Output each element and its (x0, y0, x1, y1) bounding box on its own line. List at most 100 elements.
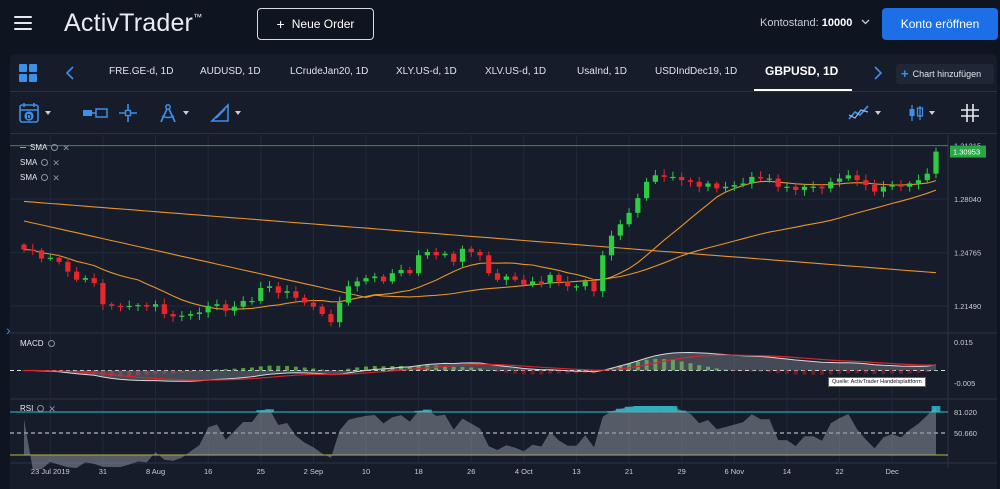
top-bar: ActivTrader™ + Neue Order Kontostand: 10… (0, 0, 1000, 48)
line-style-tool[interactable] (848, 101, 881, 125)
candle-body (530, 281, 536, 285)
sma-slow-line (23, 200, 937, 274)
gear-icon[interactable] (47, 340, 55, 347)
date-tick-label: 4 Oct (515, 467, 534, 476)
close-icon[interactable]: ✕ (52, 157, 60, 168)
tab-xlv[interactable]: XLV.US-d, 1D (485, 66, 547, 77)
candle-body (152, 304, 159, 307)
macd-histogram-bar (627, 363, 632, 371)
macd-histogram-bar (723, 369, 728, 371)
candle-body (915, 180, 922, 184)
chart-tab-bar: FRE.GE-d, 1D AUDUSD, 1D LCrudeJan20, 1D … (10, 54, 997, 92)
candle-body (372, 276, 378, 279)
date-tick-label: 10 (362, 467, 370, 476)
macd-histogram-bar (741, 370, 746, 372)
macd-signal-line (24, 354, 936, 381)
sma-indicator-3[interactable]: SMA ✕ (20, 173, 60, 182)
rsi-overbought-fill (607, 411, 616, 412)
sma-indicator-1[interactable]: SMA ✕ (20, 143, 70, 152)
macd-histogram-bar (583, 370, 588, 374)
open-account-button[interactable]: Konto eröffnen (882, 8, 998, 40)
account-balance-value: 10000 (821, 17, 853, 29)
candle-body (687, 180, 694, 182)
candle-body (565, 281, 571, 287)
candle-body (389, 273, 395, 282)
candle-body (135, 305, 141, 307)
tab-audusd[interactable]: AUDUSD, 1D (200, 66, 261, 77)
macd-histogram-bar (355, 367, 360, 371)
date-tick-label: 29 (678, 467, 686, 476)
candle-body (363, 278, 369, 282)
macd-histogram-bar (416, 365, 421, 371)
timeframe-calendar-tool[interactable]: D (18, 101, 51, 125)
candle-body (494, 273, 501, 280)
macd-indicator[interactable]: MACD (20, 339, 55, 348)
macd-histogram-bar (872, 370, 877, 375)
chart-type-tool[interactable] (82, 101, 108, 125)
gear-icon[interactable] (51, 144, 59, 151)
new-order-button[interactable]: + Neue Order (257, 8, 374, 40)
crosshair-tool[interactable] (118, 101, 138, 125)
macd-histogram-bar (320, 369, 325, 371)
gear-icon[interactable] (41, 174, 49, 181)
candle-body (503, 276, 509, 280)
macd-tick-label: 0.015 (954, 338, 973, 347)
chart-panel: FRE.GE-d, 1D AUDUSD, 1D LCrudeJan20, 1D … (6, 54, 997, 489)
tab-frege[interactable]: FRE.GE-d, 1D (109, 66, 174, 77)
macd-histogram-bar (556, 370, 561, 374)
candle-body (749, 176, 755, 184)
account-balance[interactable]: Kontostand: 10000 (760, 17, 870, 29)
rsi-overbought-fill (651, 406, 660, 412)
tab-lcrude[interactable]: LCrudeJan20, 1D (290, 66, 369, 77)
candle-body (196, 312, 202, 315)
crosshair-icon (119, 104, 137, 122)
macd-histogram-bar (118, 370, 123, 377)
active-tab-indicator (754, 89, 852, 91)
tab-xly[interactable]: XLY.US-d, 1D (396, 66, 457, 77)
rsi-indicator[interactable]: RSI ✕ (20, 404, 56, 413)
indicators-tool[interactable] (158, 101, 189, 125)
tab-gbpusd[interactable]: GBPUSD, 1D (765, 64, 839, 78)
close-icon[interactable]: ✕ (62, 142, 70, 153)
grid-lines-icon (961, 104, 979, 122)
sma-indicator-2[interactable]: SMA ✕ (20, 158, 60, 167)
layout-grid-icon[interactable] (19, 64, 37, 82)
macd-histogram-bar (197, 370, 202, 372)
candle-body (608, 235, 615, 256)
candle-body (582, 281, 588, 287)
rsi-overbought-fill (624, 406, 634, 412)
macd-histogram-bar (916, 370, 921, 373)
candle-body (345, 286, 352, 303)
tab-usaind[interactable]: UsaInd, 1D (577, 66, 628, 77)
tabs-scroll-left-icon[interactable] (62, 62, 78, 84)
expand-sidebar-icon[interactable]: › (6, 322, 11, 338)
plus-icon: + (276, 16, 285, 32)
menu-icon[interactable] (14, 16, 32, 30)
rsi-overbought-fill (931, 406, 941, 412)
close-icon[interactable]: ✕ (52, 172, 60, 183)
grid-toggle-tool[interactable] (960, 101, 980, 125)
candle-body (547, 274, 553, 284)
macd-histogram-bar (653, 358, 658, 371)
tabs-scroll-right-icon[interactable] (870, 62, 886, 84)
candle-body (442, 253, 448, 256)
gear-icon[interactable] (41, 159, 49, 166)
rsi-overbought-fill (668, 406, 678, 412)
close-icon[interactable]: ✕ (48, 403, 56, 414)
candle-body (407, 269, 413, 274)
price-tick-label: 1.21490 (954, 302, 981, 311)
candle-body (223, 304, 229, 311)
tab-usdind[interactable]: USDIndDec19, 1D (655, 66, 738, 77)
sma-layer (23, 180, 937, 310)
gear-icon[interactable] (37, 405, 45, 412)
line-chart-icon (848, 105, 869, 120)
candle-style-tool[interactable] (908, 101, 935, 125)
candle-body (47, 257, 53, 259)
add-chart-button[interactable]: + Chart hinzufügen (896, 64, 994, 84)
macd-histogram-bar (407, 366, 412, 371)
drawing-tool[interactable] (210, 101, 241, 125)
price-chart[interactable]: 1.313151.280401.247651.214901.309530.015… (10, 135, 997, 489)
macd-line (24, 351, 937, 382)
candle-body (30, 249, 36, 251)
candle-body (328, 314, 334, 323)
